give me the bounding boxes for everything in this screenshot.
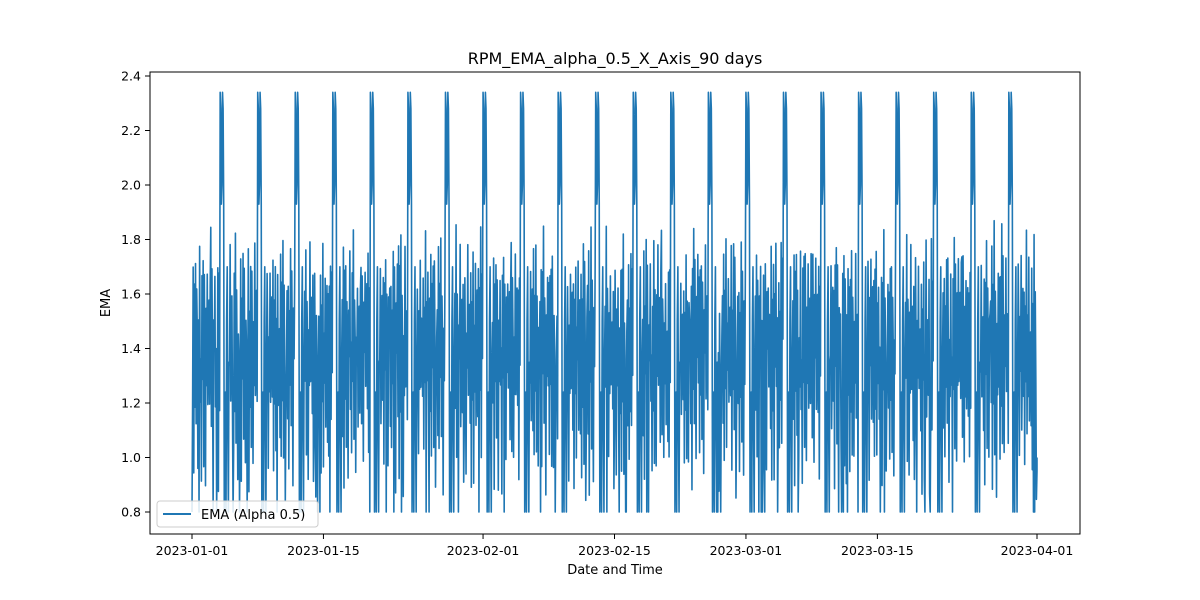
x-axis-title: Date and Time [567,563,663,578]
x-tick-label: 2023-03-15 [841,543,914,558]
y-axis-title: EMA [99,289,114,317]
x-axis: 2023-01-01 2023-01-15 2023-02-01 2023-02-15… [156,534,1074,558]
y-tick-label: 1.8 [121,232,141,247]
x-tick-label: 2023-03-01 [710,543,783,558]
y-tick-label: 1.6 [121,287,141,302]
y-tick-label: 1.4 [121,341,141,356]
y-tick-label: 1.0 [121,450,141,465]
series-line-ema [191,91,1038,513]
y-tick-label: 0.8 [121,505,141,520]
chart-title: RPM_EMA_alpha_0.5_X_Axis_90 days [468,49,763,69]
x-tick-label: 2023-01-15 [287,543,360,558]
y-axis: 0.8 1.0 1.2 1.4 1.6 1.8 2.0 2.2 2.4 [121,69,150,520]
legend-entry-ema: EMA (Alpha 0.5) [201,508,305,523]
x-tick-label: 2023-02-15 [578,543,651,558]
legend-box [156,500,319,528]
x-tick-label: 2023-02-01 [447,543,520,558]
y-tick-label: 2.0 [121,178,141,193]
legend: EMA (Alpha 0.5) [156,500,319,528]
x-tick-label: 2023-01-01 [156,543,229,558]
y-tick-label: 2.2 [121,123,141,138]
series-line-group [191,91,1038,513]
y-tick-label: 1.2 [121,396,141,411]
y-tick-label: 2.4 [121,69,141,84]
x-tick-label: 2023-04-01 [1001,543,1074,558]
